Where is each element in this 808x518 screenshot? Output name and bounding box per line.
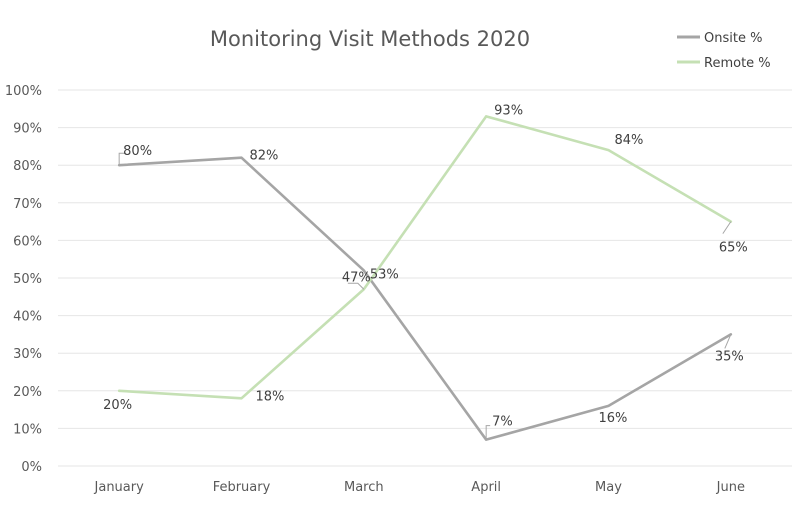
x-tick-label: January (94, 480, 145, 495)
data-label: 47% (342, 270, 371, 285)
data-label: 35% (715, 349, 744, 364)
x-axis: January February March April May June (94, 480, 745, 495)
y-tick-label: 90% (13, 122, 42, 137)
legend-label: Onsite % (704, 31, 762, 46)
data-label: 80% (123, 144, 152, 159)
data-label: 65% (719, 241, 748, 256)
data-label: 84% (615, 133, 644, 148)
series-line-onsite (117, 156, 733, 441)
y-tick-label: 50% (13, 272, 42, 287)
label-leader-line (347, 282, 365, 290)
label-leader-line (722, 221, 732, 234)
data-label: 7% (492, 415, 513, 430)
legend-label: Remote % (704, 56, 771, 71)
series-group (117, 115, 733, 441)
series-line-remote (117, 115, 733, 400)
x-tick-label: February (213, 480, 271, 495)
x-tick-label: March (344, 480, 384, 495)
label-leader-line (118, 152, 126, 166)
y-tick-label: 20% (13, 385, 42, 400)
y-tick-label: 100% (5, 84, 42, 99)
label-leader-line (724, 334, 732, 349)
x-tick-label: April (471, 480, 501, 495)
gridlines (58, 89, 792, 467)
data-label: 53% (370, 267, 399, 282)
label-leader-line (485, 425, 491, 440)
y-tick-label: 30% (13, 347, 42, 362)
data-label: 18% (256, 389, 285, 404)
y-tick-label: 40% (13, 310, 42, 325)
y-tick-label: 10% (13, 422, 42, 437)
y-tick-label: 80% (13, 159, 42, 174)
data-labels: 80% 82% 53% 7% 16% 35% 20% 18% 47% 93% 84% 65% (103, 103, 748, 440)
data-label: 20% (103, 398, 132, 413)
data-label: 93% (494, 103, 523, 118)
x-tick-label: June (716, 480, 745, 495)
y-tick-label: 60% (13, 234, 42, 249)
y-tick-label: 70% (13, 197, 42, 212)
chart-title: Monitoring Visit Methods 2020 (210, 27, 530, 51)
y-tick-label: 0% (21, 460, 42, 475)
y-axis: 0% 10% 20% 30% 40% 50% 60% 70% 80% 90% 100% (5, 84, 42, 475)
data-label: 82% (250, 149, 279, 164)
x-tick-label: May (595, 480, 622, 495)
data-label: 16% (599, 411, 628, 426)
legend: Onsite % Remote % (677, 31, 771, 71)
